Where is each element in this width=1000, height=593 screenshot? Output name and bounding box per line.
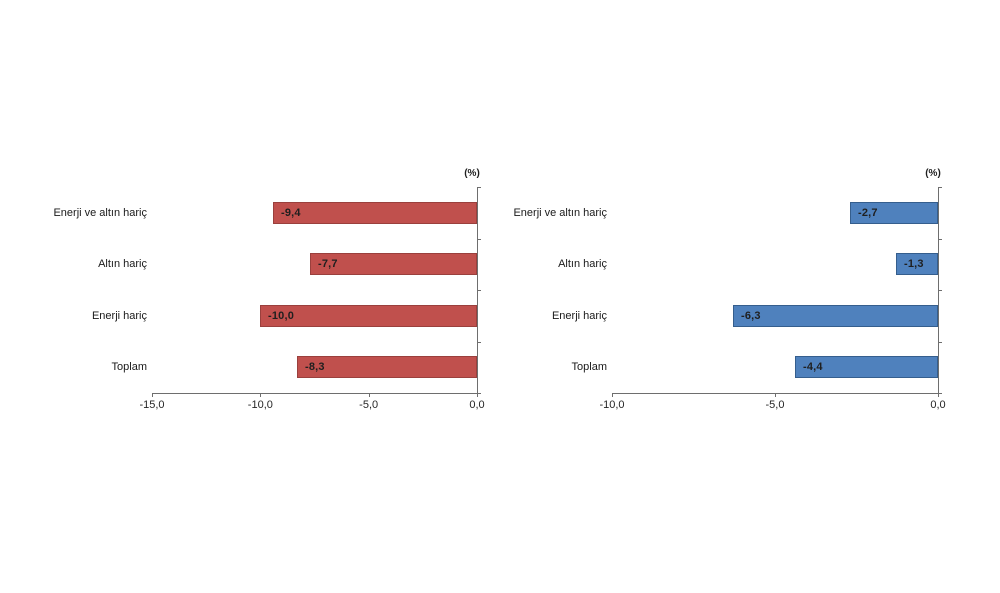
category-tick-mark (477, 239, 481, 240)
bar-value-label: -2,7 (858, 206, 878, 219)
bar: -2,7 (850, 201, 938, 224)
bar: -1,3 (896, 253, 938, 276)
category-tick-mark (938, 187, 942, 188)
bar: -10,0 (260, 304, 477, 327)
bar: -8,3 (297, 356, 477, 379)
axis-unit-label: (%) (464, 168, 480, 179)
bar: -4,4 (795, 356, 938, 379)
bar-chart-blue: (%) Enerji ve altın hariç -2,7 Altın hariç -… (513, 168, 945, 411)
category-tick-mark (477, 342, 481, 343)
x-tick-label: -15,0 (139, 399, 165, 411)
category-label: Altın hariç (558, 258, 607, 271)
bar: -9,4 (273, 201, 477, 224)
category-label: Enerji ve altın hariç (513, 206, 607, 219)
category-tick-mark (938, 393, 942, 394)
bar: -7,7 (310, 253, 477, 276)
bar-value-label: -1,3 (904, 258, 924, 271)
plot-area: (%) Enerji ve altın hariç -9,4 Altın hariç -… (53, 168, 484, 411)
bar-value-label: -6,3 (741, 309, 761, 322)
category-label: Altın hariç (98, 258, 147, 271)
bar-value-label: -8,3 (305, 361, 325, 374)
plot-area: (%) Enerji ve altın hariç -2,7 Altın hariç -… (513, 168, 945, 411)
bar-chart-red: (%) Enerji ve altın hariç -9,4 Altın hariç -… (53, 168, 484, 411)
x-tick-label: -10,0 (599, 399, 625, 411)
x-tick-label: -5,0 (765, 399, 785, 411)
x-tick-mark (477, 393, 478, 397)
axis-unit-label: (%) (925, 168, 941, 179)
bar-value-label: -7,7 (318, 258, 338, 271)
x-tick-mark (260, 393, 261, 397)
category-tick-mark (938, 342, 942, 343)
category-tick-mark (477, 290, 481, 291)
category-label: Toplam (111, 361, 147, 374)
category-tick-mark (477, 187, 481, 188)
x-tick-mark (612, 393, 613, 397)
x-tick-label: -5,0 (359, 399, 379, 411)
category-label: Enerji hariç (551, 309, 607, 322)
bar-value-label: -10,0 (268, 309, 295, 322)
x-tick-mark (152, 393, 153, 397)
category-tick-mark (938, 290, 942, 291)
x-tick-mark (369, 393, 370, 397)
x-tick-mark (775, 393, 776, 397)
category-tick-mark (477, 393, 481, 394)
category-label: Toplam (571, 361, 607, 374)
x-tick-mark (938, 393, 939, 397)
bar-value-label: -9,4 (281, 206, 301, 219)
x-tick-label: 0,0 (469, 399, 485, 411)
bar: -6,3 (733, 304, 938, 327)
category-tick-mark (938, 239, 942, 240)
category-label: Enerji ve altın hariç (53, 206, 147, 219)
category-label: Enerji hariç (91, 309, 147, 322)
x-tick-label: 0,0 (930, 399, 946, 411)
x-tick-label: -10,0 (247, 399, 273, 411)
bar-value-label: -4,4 (803, 361, 823, 374)
